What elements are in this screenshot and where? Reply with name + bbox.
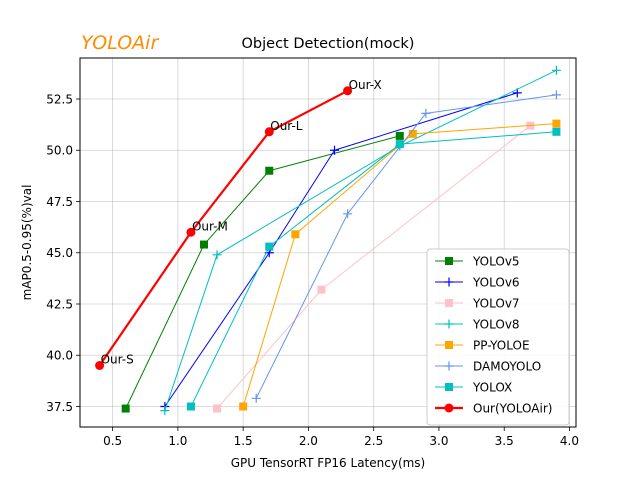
data-point-yolov8 xyxy=(551,65,561,75)
legend-marker-damoyolo xyxy=(444,361,454,371)
series-damoyolo xyxy=(251,90,561,403)
x-axis-label: GPU TensorRT FP16 Latency(ms) xyxy=(231,456,426,470)
series-line-our-yoloair xyxy=(98,89,349,367)
data-point-yolov8 xyxy=(212,250,222,260)
legend-entry-damoyolo: DAMOYOLO xyxy=(473,359,541,373)
data-point-damoyolo xyxy=(343,209,353,219)
plot-frame xyxy=(79,57,577,428)
data-point-yolov5 xyxy=(395,131,404,140)
data-point-yolov7 xyxy=(213,404,222,413)
data-point-damoyolo xyxy=(551,90,561,100)
data-point-yolov5 xyxy=(200,240,208,249)
data-point-yolov5 xyxy=(265,166,274,175)
legend-marker-yolov7 xyxy=(445,299,453,307)
data-point-yolox xyxy=(395,140,404,149)
series-lines xyxy=(95,65,561,416)
legend-marker-yolov8 xyxy=(444,319,454,329)
data-point-damoyolo xyxy=(421,108,431,118)
series-line-yolox xyxy=(190,131,557,407)
y-tick-label: 45.0 xyxy=(46,246,73,260)
y-tick-label: 50.0 xyxy=(46,144,73,158)
point-annotations: Our-S Our-M Our-L Our-X xyxy=(101,78,382,367)
data-point-our-yoloair xyxy=(186,227,196,237)
annotation-label: Our-X xyxy=(349,78,382,92)
data-point-yolov7 xyxy=(317,285,326,294)
x-tick-label: 0.5 xyxy=(103,434,122,448)
data-point-our-yoloair xyxy=(264,127,274,137)
legend-entry-yolox: YOLOX xyxy=(472,380,512,394)
data-point-pp-yoloe xyxy=(291,230,300,239)
series-line-pp-yoloe xyxy=(242,123,557,407)
legend-entry-yolov8: YOLOv8 xyxy=(472,317,520,331)
x-tick-label: 2.0 xyxy=(299,434,318,448)
data-point-yolov6 xyxy=(512,88,522,98)
data-point-yolox xyxy=(265,242,274,251)
series-our-yoloair xyxy=(95,86,353,370)
yoloair-logo-text: YOLOAir xyxy=(81,32,159,54)
legend-entry-yolov5: YOLOv5 xyxy=(472,254,520,268)
x-tick-label: 4.0 xyxy=(560,434,579,448)
legend-marker-pp-yoloe xyxy=(445,341,453,349)
annotation-label: Our-L xyxy=(270,119,303,133)
legend-marker-yolox xyxy=(445,383,453,391)
data-point-yolox xyxy=(552,127,561,136)
y-tick-label: 40.0 xyxy=(46,349,73,363)
series-line-yolov8 xyxy=(164,69,557,411)
legend-marker-yolov6 xyxy=(444,277,454,287)
y-tick-label: 42.5 xyxy=(46,297,73,311)
data-point-yolov8 xyxy=(160,406,170,416)
data-point-damoyolo xyxy=(251,393,261,403)
x-tick-label: 1.5 xyxy=(234,434,253,448)
series-line-damoyolo xyxy=(255,94,557,399)
series-pp-yoloe xyxy=(239,119,561,411)
data-point-our-yoloair xyxy=(343,86,353,96)
y-tick-label: 52.5 xyxy=(46,92,73,106)
x-tick-label: 2.5 xyxy=(364,434,383,448)
data-point-yolov6 xyxy=(330,145,340,155)
x-tick-label: 3.0 xyxy=(429,434,448,448)
y-axis-label: mAP0.5-0.95(%)val xyxy=(20,185,34,301)
data-point-yolox xyxy=(186,402,195,411)
legend-entry-pp-yoloe: PP-YOLOE xyxy=(473,338,530,352)
y-tick-label: 47.5 xyxy=(46,195,73,209)
legend-entry-our-yoloair: Our(YOLOAir) xyxy=(473,401,552,415)
series-line-yolov6 xyxy=(164,92,518,407)
legend-marker-yolov5 xyxy=(445,257,453,265)
legend: YOLOv5 YOLOv6 YOLOv7 YOLOv8 PP-YOLOE DAMOYOLO… xyxy=(426,248,570,426)
data-point-pp-yoloe xyxy=(408,129,417,138)
legend-entry-yolov7: YOLOv7 xyxy=(472,296,520,310)
series-yolox xyxy=(186,127,561,411)
legend-box xyxy=(426,248,570,426)
chart-title: Object Detection(mock) xyxy=(242,36,415,52)
data-point-yolov5 xyxy=(121,404,130,413)
y-tick-label: 37.5 xyxy=(46,400,73,414)
legend-entry-yolov6: YOLOv6 xyxy=(472,275,520,289)
annotation-label: Our-S xyxy=(101,353,134,367)
x-tick-label: 1.0 xyxy=(168,434,187,448)
data-point-pp-yoloe xyxy=(552,119,561,128)
annotation-label: Our-M xyxy=(192,219,228,233)
data-point-pp-yoloe xyxy=(239,402,248,411)
data-point-our-yoloair xyxy=(95,361,105,370)
x-tick-label: 3.5 xyxy=(495,434,514,448)
axis-ticks: 0.5 1.0 1.5 2.0 2.5 3.0 3.5 4.0 37.5 40.0 42.5 45.0… xyxy=(46,92,579,448)
legend-marker-our-yoloair xyxy=(444,403,454,413)
